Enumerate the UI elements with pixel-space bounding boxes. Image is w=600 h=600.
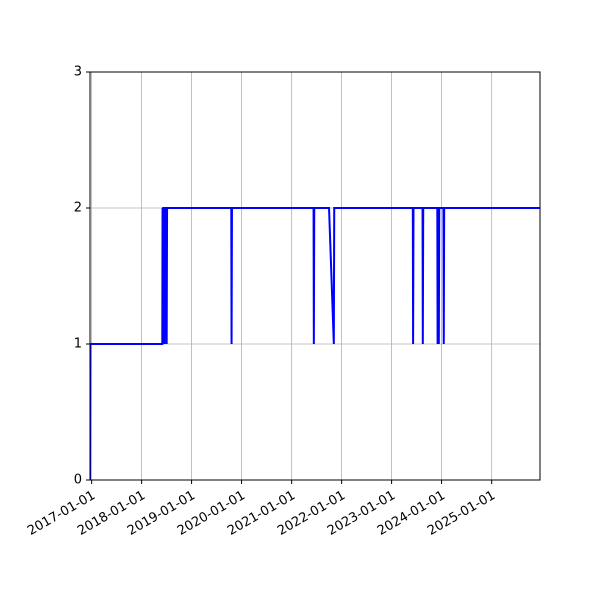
plot-frame [89, 71, 541, 481]
series-layer [90, 207, 540, 480]
series-line [90, 207, 540, 480]
y-tick-label: 2 [74, 201, 82, 216]
y-tick-label: 3 [74, 65, 82, 80]
y-tick-label: 0 [74, 473, 82, 488]
y-axis: 0 1 2 3 [74, 65, 90, 488]
y-tick-label: 1 [74, 337, 82, 352]
x-axis: 2017-01-012018-01-012019-01-012020-01-01… [25, 480, 498, 539]
